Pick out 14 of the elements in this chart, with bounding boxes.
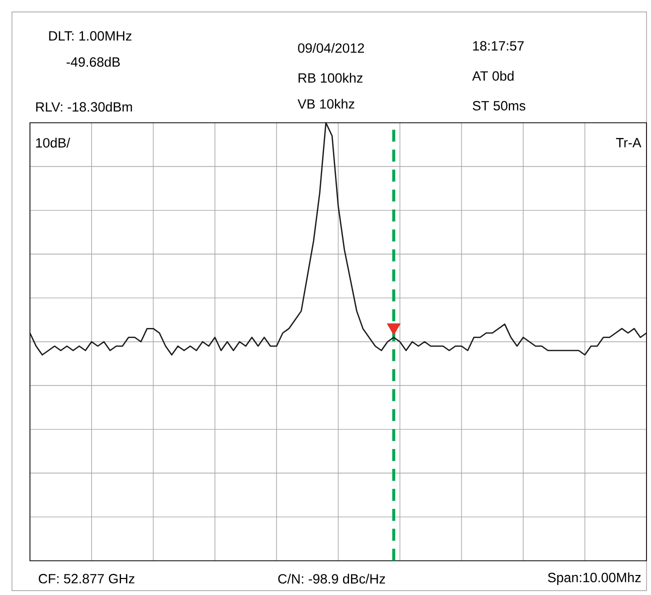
text: 18:17:57 [473, 41, 524, 51]
text: CF: 52.877 GHz [38, 574, 134, 584]
text: -49.68dB [66, 57, 120, 67]
text: VB 10khz [298, 99, 354, 109]
text: RB 100khz [298, 73, 362, 83]
text: RLV: -18.30dBm [36, 102, 132, 112]
annotation: 10dB/ [36, 138, 70, 148]
text: ST 50ms [472, 101, 526, 111]
text: Span:10.00Mhz [548, 572, 641, 586]
annotation: Tr-A [616, 138, 642, 148]
text: 09/04/2012 [298, 43, 364, 53]
text: C/N: -98.9 dBc/Hz [278, 574, 386, 584]
text: DLT: 1.00MHz [49, 31, 132, 41]
text: AT 0bd [472, 71, 514, 81]
